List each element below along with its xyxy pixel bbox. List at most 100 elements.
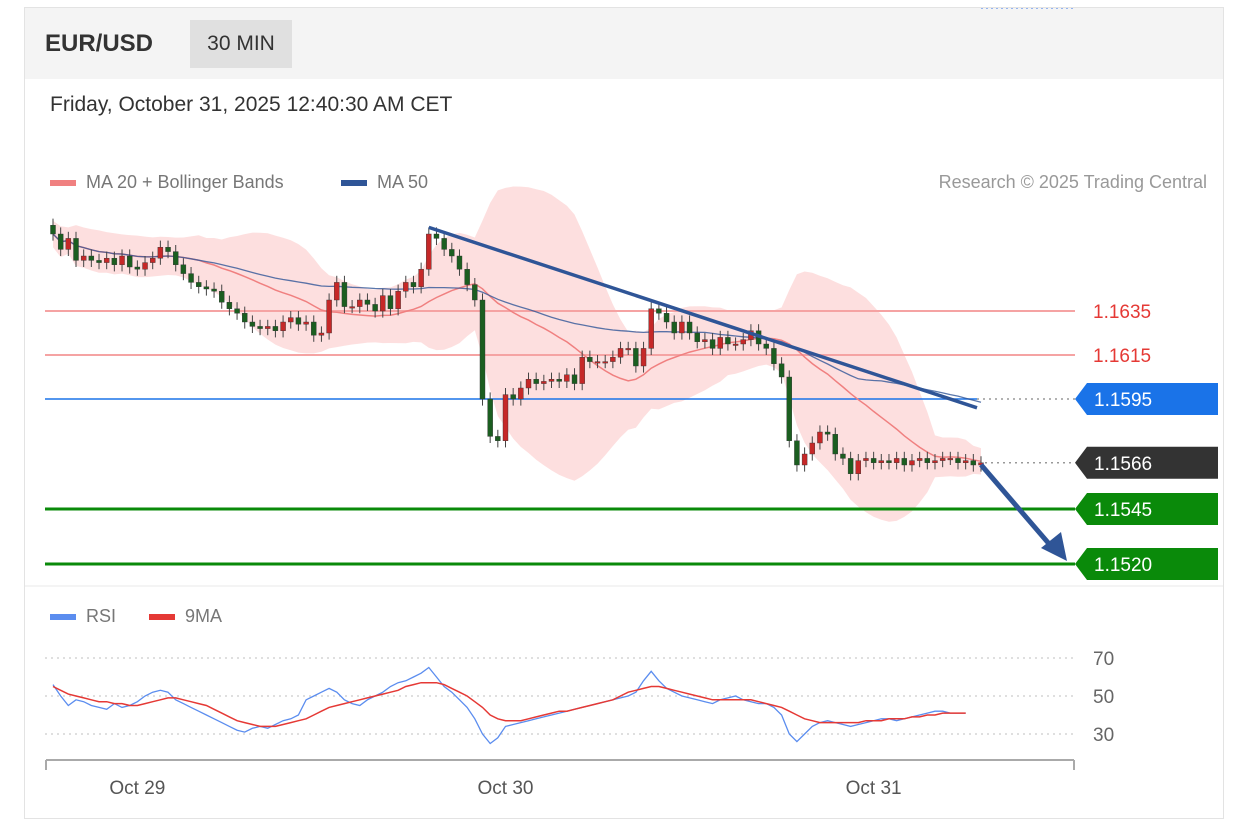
pivot-tag-label-2: 1.1595: [1094, 390, 1152, 411]
candle: [219, 291, 225, 303]
candle: [203, 286, 210, 290]
candle: [334, 282, 340, 301]
rsi-ma-line: [52, 681, 966, 728]
candle: [103, 257, 110, 263]
candle: [932, 460, 938, 464]
candle: [955, 458, 961, 463]
candle: [602, 361, 608, 364]
candle: [732, 343, 739, 346]
legend-rsi: RSI: [50, 606, 116, 627]
time-tick-label-2: Oct 31: [846, 778, 902, 799]
candle: [625, 348, 631, 351]
candle: [801, 453, 808, 466]
candle: [303, 321, 309, 325]
resistance-label-1: 1.1615: [1093, 346, 1151, 367]
candle: [349, 306, 355, 309]
trendline-layer: [428, 225, 1067, 561]
symbol-label: EUR/USD: [45, 30, 154, 57]
candle: [510, 394, 516, 400]
candle: [564, 374, 570, 382]
candle: [640, 348, 647, 367]
candle: [786, 376, 792, 441]
candle: [663, 313, 670, 323]
candle: [901, 458, 908, 466]
candle: [855, 460, 861, 475]
candle: [679, 321, 685, 334]
datetime-label: Friday, October 31, 2025 12:40:30 AM CET: [50, 93, 453, 116]
candle: [771, 348, 777, 364]
candle: [380, 295, 386, 312]
candle: [165, 246, 171, 252]
candle: [364, 299, 371, 305]
candle: [111, 257, 118, 265]
rsi-tick-30: 30: [1093, 725, 1114, 746]
candle: [916, 458, 923, 461]
candle: [96, 260, 102, 263]
candle: [656, 308, 662, 314]
candle: [456, 255, 463, 270]
candle: [257, 326, 263, 329]
candle: [686, 321, 693, 334]
candle: [280, 321, 286, 332]
candle: [479, 299, 486, 400]
chart-header: EUR/USD 30 MIN: [25, 8, 1223, 79]
candle: [840, 453, 846, 459]
chart-widget: EUR/USD 30 MIN Friday, October 31, 2025 …: [24, 7, 1224, 819]
candle: [709, 339, 716, 349]
candle: [671, 321, 677, 334]
time-tick-label-0: Oct 29: [109, 778, 165, 799]
credit-label: Research © 2025 Trading Central: [938, 172, 1207, 192]
candle: [648, 308, 654, 349]
candle: [518, 387, 524, 400]
candle: [242, 313, 248, 323]
candle: [80, 255, 87, 261]
candle: [633, 348, 639, 367]
candle: [65, 238, 72, 250]
candle: [226, 302, 233, 310]
pivot-tag-2: [1075, 383, 1218, 415]
candle: [763, 343, 769, 349]
trendline: [428, 225, 978, 410]
candle: [234, 308, 240, 314]
candle: [817, 431, 823, 444]
ma50-swatch: [341, 179, 367, 186]
candle: [541, 381, 547, 384]
candle: [824, 431, 831, 435]
candle: [265, 326, 271, 329]
ma50-legend-label: MA 50: [377, 172, 429, 192]
candle: [863, 458, 869, 461]
support-tag-4: [1075, 493, 1218, 525]
candle: [418, 269, 424, 288]
ma20-legend-label: MA 20 + Bollinger Bands: [86, 172, 284, 192]
candle: [433, 233, 440, 239]
ma20-swatch: [50, 179, 76, 186]
candle: [587, 357, 593, 362]
candle: [395, 291, 401, 310]
chart-canvas: 1.1635 1.1615 1.1595 1.1566 1.1545 1.1520 70 5…: [25, 8, 1223, 799]
time-axis: Oct 29 Oct 30 Oct 31: [45, 759, 1075, 799]
candle: [947, 458, 954, 461]
rsi-line: [52, 666, 966, 745]
candle: [180, 264, 187, 274]
candle: [173, 251, 179, 266]
support-tag-label-4: 1.1545: [1094, 500, 1152, 521]
candle: [809, 442, 815, 455]
candle: [119, 255, 125, 266]
candle: [134, 266, 141, 270]
candle: [778, 363, 785, 378]
forecast-arrow-head: [1041, 532, 1067, 561]
candle: [387, 295, 394, 310]
support-tag-label-5: 1.1520: [1094, 555, 1152, 576]
candle: [725, 337, 731, 345]
candle: [694, 332, 700, 343]
candle: [893, 458, 900, 463]
ma50-line: [52, 233, 982, 403]
candle: [702, 339, 708, 343]
legend-ma20: MA 20 + Bollinger Bands: [50, 172, 284, 193]
candle: [150, 257, 156, 263]
candle: [847, 458, 854, 474]
candle: [571, 374, 578, 384]
timeframe-button[interactable]: 30 MIN: [190, 20, 292, 68]
candle: [970, 460, 977, 466]
candle: [579, 357, 585, 384]
